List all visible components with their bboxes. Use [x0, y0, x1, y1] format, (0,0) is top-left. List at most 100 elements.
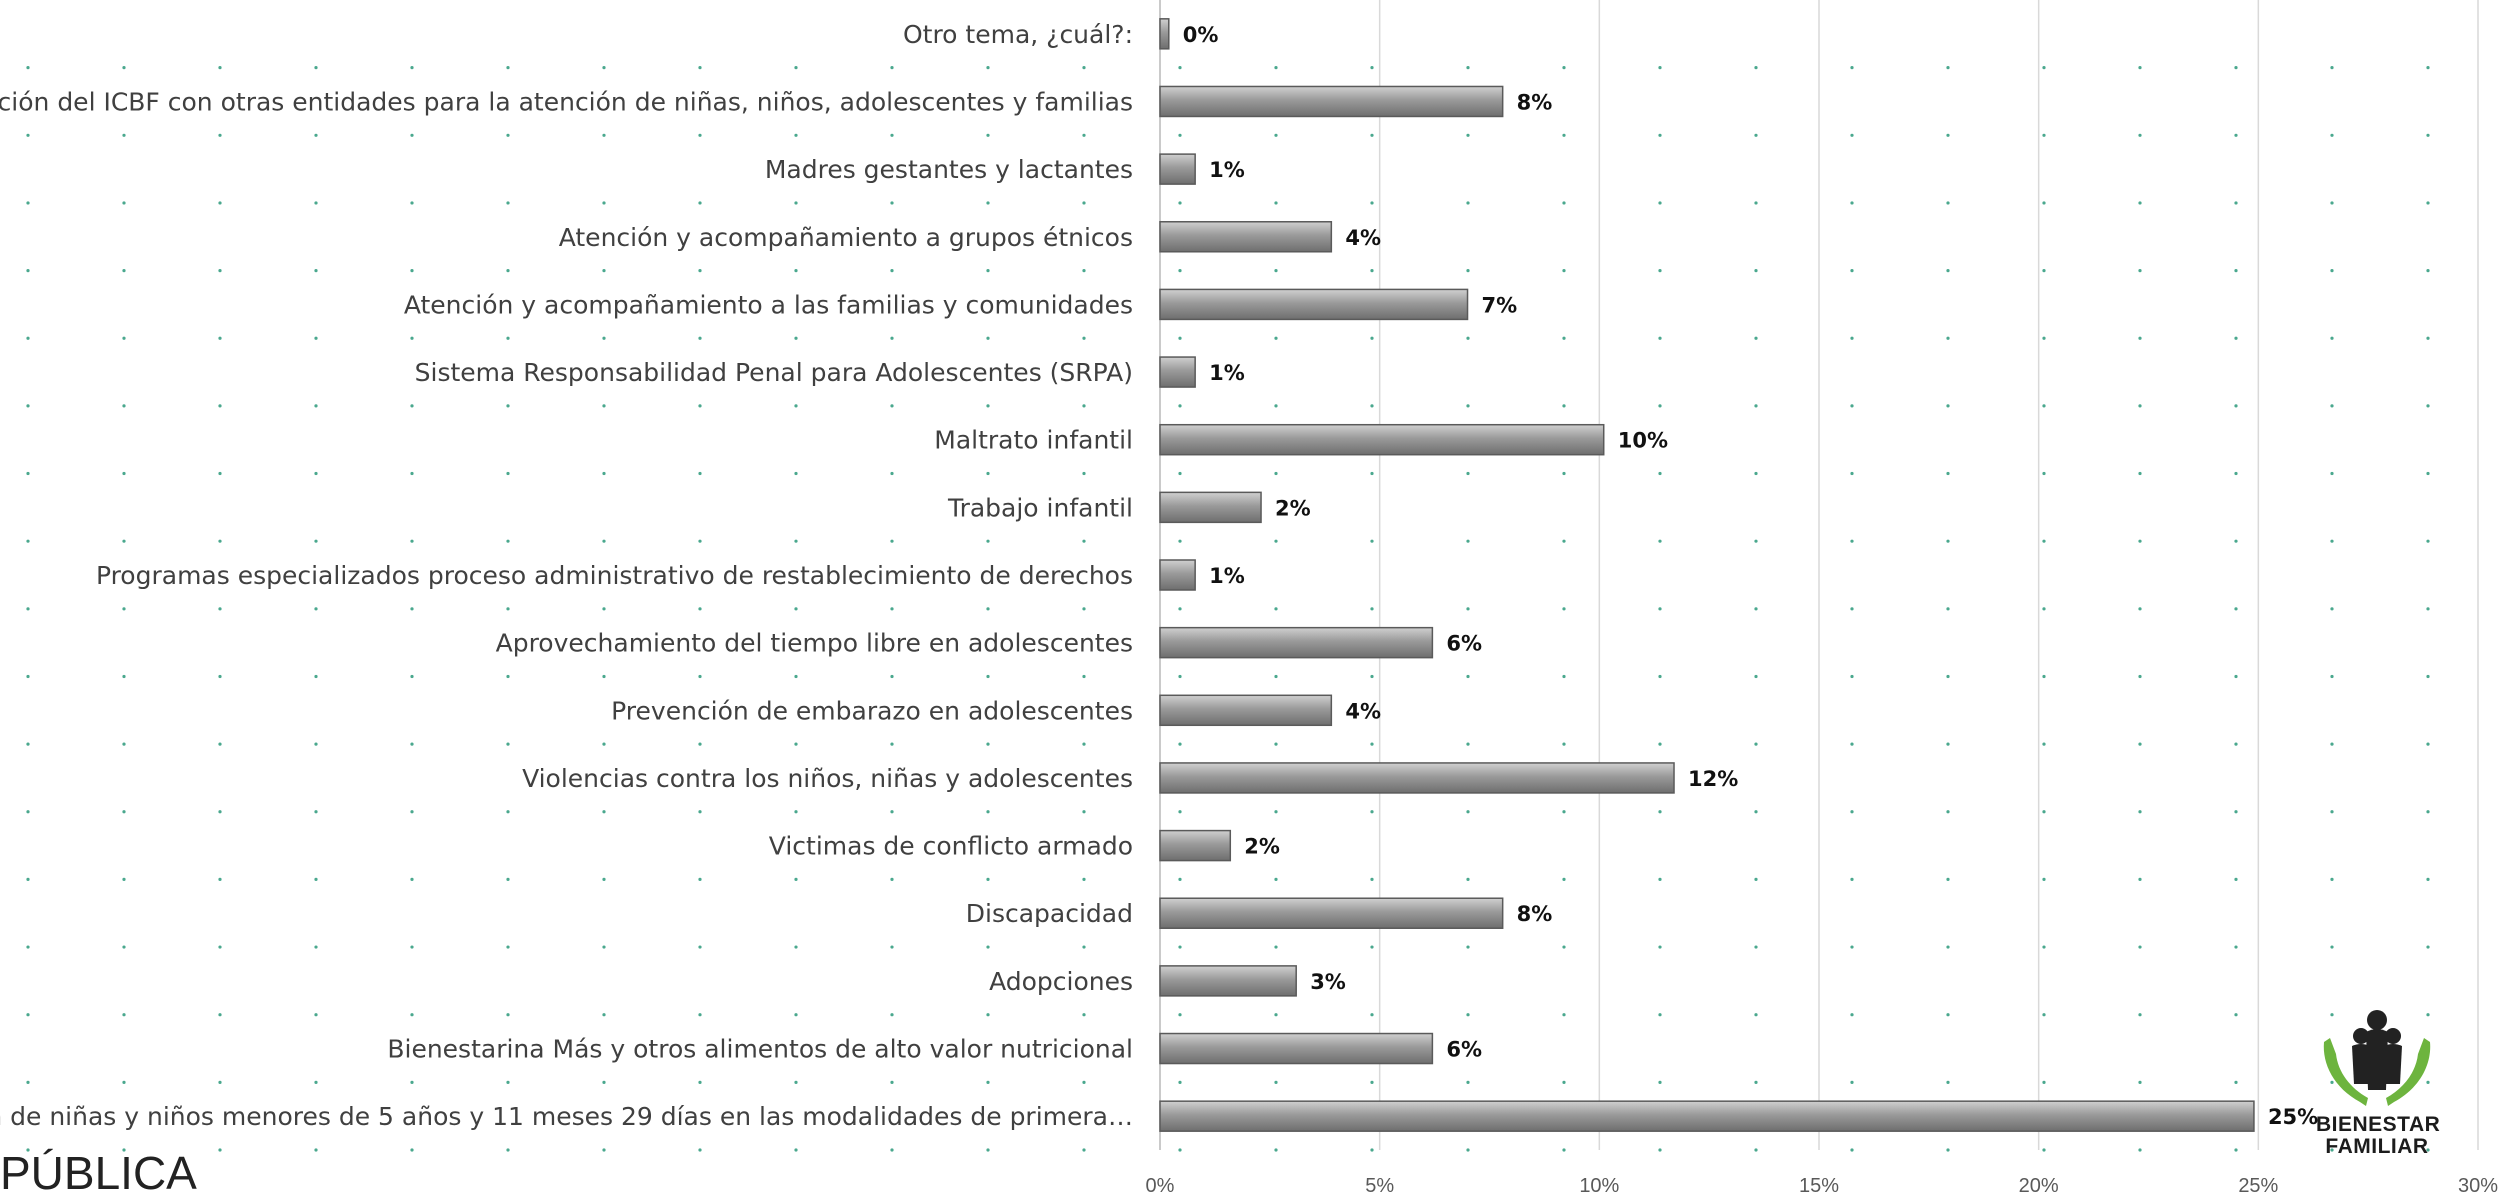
background-dot — [1082, 674, 1086, 679]
background-dot — [986, 742, 990, 746]
background-dot — [1370, 877, 1374, 882]
background-dot — [602, 1013, 606, 1017]
background-dot — [986, 945, 990, 949]
background-dot — [1274, 201, 1278, 205]
background-dot — [1274, 1013, 1278, 1017]
category-label: Programas especializados proceso adminis… — [96, 561, 1133, 590]
background-dot — [890, 404, 894, 408]
background-dot — [2330, 404, 2334, 408]
background-dot — [1754, 336, 1758, 340]
gridlines — [1159, 0, 2479, 1150]
background-dot — [2234, 1013, 2238, 1017]
background-dot — [1370, 945, 1374, 949]
background-dot — [1082, 742, 1086, 746]
background-dot — [314, 471, 318, 476]
background-dot — [1850, 742, 1854, 746]
bar — [1159, 423, 1605, 456]
background-dot — [314, 1080, 318, 1084]
background-dot — [26, 201, 30, 205]
background-dot — [314, 539, 318, 543]
background-dot — [1274, 471, 1278, 476]
background-dot — [2330, 133, 2334, 137]
background-dot — [218, 1080, 222, 1084]
background-dot — [890, 133, 894, 137]
background-dot — [1274, 268, 1278, 273]
background-dot — [26, 945, 30, 949]
background-dot — [2042, 133, 2046, 137]
category-label: Madres gestantes y lactantes — [765, 155, 1133, 184]
background-dot — [314, 268, 318, 273]
category-labels: Otro tema, ¿cuál?: Relación del ICBF con … — [0, 20, 1133, 1131]
background-dot — [1178, 1013, 1182, 1017]
background-dot — [1178, 674, 1182, 679]
background-dot — [314, 810, 318, 814]
background-dot — [986, 674, 990, 679]
data-label: 2% — [1244, 835, 1280, 859]
background-dot — [2138, 674, 2142, 679]
background-dot — [1274, 336, 1278, 340]
background-dot — [2138, 945, 2142, 949]
background-dot — [1754, 810, 1758, 814]
background-dot — [1658, 201, 1662, 205]
background-dot — [506, 674, 510, 679]
category-label: Violencias contra los niños, niñas y ado… — [522, 764, 1133, 793]
background-dot — [218, 607, 222, 611]
background-dot — [890, 877, 894, 882]
background-dot — [1082, 201, 1086, 205]
background-dot — [1370, 404, 1374, 408]
background-dot — [2234, 268, 2238, 273]
background-dot — [1850, 539, 1854, 543]
background-dot — [2426, 336, 2430, 340]
background-dot — [1850, 471, 1854, 476]
background-dot — [26, 404, 30, 408]
background-dot — [2234, 471, 2238, 476]
data-label: 8% — [1517, 902, 1553, 926]
background-dot — [1658, 539, 1662, 543]
background-dot — [26, 607, 30, 611]
background-dot — [218, 336, 222, 340]
background-dot — [1466, 133, 1470, 137]
background-dot — [2042, 877, 2046, 882]
background-dot — [1082, 268, 1086, 273]
background-dot — [506, 1148, 510, 1152]
bars — [1159, 18, 2255, 1132]
background-dot — [1850, 404, 1854, 408]
background-dot — [1274, 607, 1278, 611]
data-label: 7% — [1482, 293, 1518, 317]
background-dot — [122, 471, 126, 476]
background-dot — [1466, 877, 1470, 882]
background-dot — [698, 336, 702, 340]
background-dot — [1658, 66, 1662, 70]
background-dot — [2426, 1080, 2430, 1084]
background-dot — [410, 1148, 414, 1152]
background-dot — [506, 1013, 510, 1017]
background-dot — [602, 201, 606, 205]
background-dot — [2426, 810, 2430, 814]
background-dot — [1082, 1080, 1086, 1084]
background-dot — [2042, 607, 2046, 611]
background-dot — [890, 742, 894, 746]
background-dot — [2138, 201, 2142, 205]
background-dot — [1466, 404, 1470, 408]
background-dot — [218, 201, 222, 205]
bar — [1159, 1032, 1434, 1065]
x-tick-label: 20% — [2019, 1175, 2059, 1196]
background-dot — [218, 66, 222, 70]
background-dot — [1946, 877, 1950, 882]
background-dot — [890, 336, 894, 340]
background-dot — [506, 742, 510, 746]
background-dot — [122, 1080, 126, 1084]
background-dot — [602, 539, 606, 543]
background-dot — [122, 1148, 126, 1152]
background-dot — [410, 539, 414, 543]
background-dot — [218, 742, 222, 746]
data-label: 12% — [1688, 767, 1738, 791]
background-dot — [1178, 201, 1182, 205]
background-dot — [794, 66, 798, 70]
background-dot — [1178, 539, 1182, 543]
background-dot — [1754, 674, 1758, 679]
background-dot — [122, 877, 126, 882]
background-dot — [698, 1080, 702, 1084]
background-dot — [1658, 1148, 1662, 1152]
background-dot — [698, 268, 702, 273]
